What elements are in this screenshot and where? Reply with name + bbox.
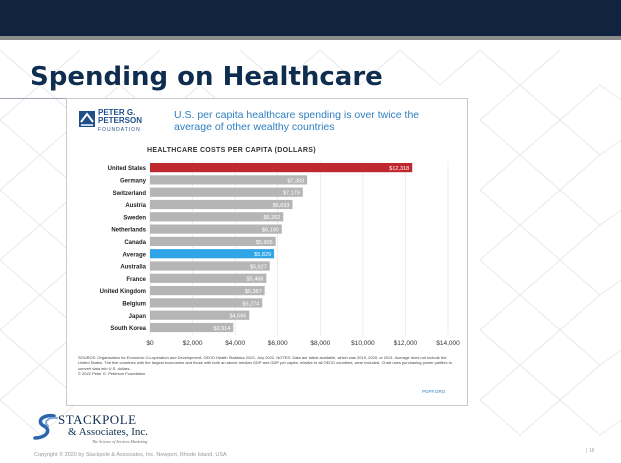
bar-chart: $0 $2,000 $4,000 $6,000 $8,000 $10,000 $12,000…	[100, 161, 460, 347]
x-tick-label: $6,000	[268, 340, 288, 347]
logo-line2: PETERSON	[98, 116, 143, 125]
bar	[150, 163, 413, 173]
category-label: Netherlands	[111, 228, 146, 234]
brand-sub: & Associates, Inc.	[68, 426, 149, 438]
bar-value-label: $6,190	[262, 228, 279, 234]
category-label: Japan	[129, 314, 147, 320]
stackpole-swoosh-icon	[33, 413, 58, 440]
bar	[150, 199, 293, 210]
bar	[150, 261, 270, 271]
bar	[150, 224, 282, 234]
x-tick-label: $8,000	[310, 340, 330, 347]
bar-value-label: $7,383	[287, 178, 304, 184]
bar	[150, 187, 303, 197]
category-label: Austria	[125, 203, 146, 209]
category-label: United States	[108, 166, 147, 172]
x-tick-label: $2,000	[183, 340, 203, 347]
logo-line1: PETER G.	[98, 108, 136, 117]
bar	[150, 298, 263, 308]
category-label: Switzerland	[113, 191, 147, 197]
slide-title: Spending on Healthcare	[30, 62, 383, 92]
bar-value-label: $5,387	[245, 289, 262, 295]
category-label: Belgium	[122, 302, 146, 308]
logo-line3: FOUNDATION	[98, 127, 141, 133]
x-tick-label: $0	[146, 340, 154, 347]
bar-value-label: $5,274	[242, 301, 259, 307]
x-tick-label: $4,000	[225, 340, 245, 347]
category-label: South Korea	[110, 326, 146, 332]
brand-name: STACKPOLE	[58, 412, 137, 427]
bar	[150, 273, 267, 283]
bar-value-label: $5,829	[254, 252, 271, 258]
x-tick-label: $14,000	[436, 340, 460, 347]
category-label: Germany	[120, 179, 147, 185]
source-text: SOURCE: Organisation for Economic Co-ope…	[78, 355, 452, 371]
bar	[150, 310, 250, 320]
bar-value-label: $12,318	[389, 166, 409, 172]
source-notes: SOURCE: Organisation for Economic Co-ope…	[78, 355, 458, 377]
source-copyright: © 2022 Peter G. Peterson Foundation	[78, 371, 146, 377]
pgpf-logo-text: PETER G. PETERSON FOUNDATION	[98, 109, 142, 134]
category-label: United Kingdom	[100, 289, 146, 295]
bar-value-label: $5,905	[256, 240, 273, 246]
category-label: Average	[123, 252, 147, 258]
bar	[150, 249, 275, 259]
x-tick-label: $12,000	[394, 340, 418, 347]
title-underline	[0, 98, 70, 99]
category-label: France	[126, 277, 146, 283]
chart-subhead: HEALTHCARE COSTS PER CAPITA (DOLLARS)	[147, 147, 316, 154]
x-tick-label: $10,000	[351, 340, 375, 347]
bar	[150, 236, 276, 246]
bar	[150, 322, 234, 333]
top-banner	[0, 0, 621, 36]
bar-value-label: $6,693	[273, 203, 290, 209]
bar-value-label: $4,666	[229, 314, 246, 320]
category-label: Australia	[120, 265, 146, 271]
pgpf-link[interactable]: PGPF.ORG	[422, 389, 446, 394]
stackpole-logo: STACKPOLE & Associates, Inc. The Science…	[32, 412, 192, 446]
pgpf-logo-icon	[79, 111, 95, 127]
bar	[150, 286, 265, 296]
infographic-card: PETER G. PETERSON FOUNDATION U.S. per ca…	[66, 98, 468, 406]
brand-tagline: The Science of Services Marketing	[92, 439, 148, 444]
bar	[150, 212, 284, 222]
bar-value-label: $6,262	[263, 215, 280, 221]
infographic-headline: U.S. per capita healthcare spending is o…	[174, 109, 420, 133]
bar-value-label: $3,914	[213, 326, 230, 332]
category-label: Sweden	[123, 215, 146, 221]
category-label: Canada	[124, 240, 146, 246]
bar	[150, 175, 308, 185]
copyright-footer: Copyright © 2020 by Stackpole & Associat…	[34, 452, 227, 458]
bar-value-label: $5,468	[247, 277, 264, 283]
bar-value-label: $7,179	[283, 191, 300, 197]
page-number: | 18	[586, 448, 595, 454]
banner-stripe	[0, 36, 621, 40]
bar-value-label: $5,627	[250, 264, 267, 270]
